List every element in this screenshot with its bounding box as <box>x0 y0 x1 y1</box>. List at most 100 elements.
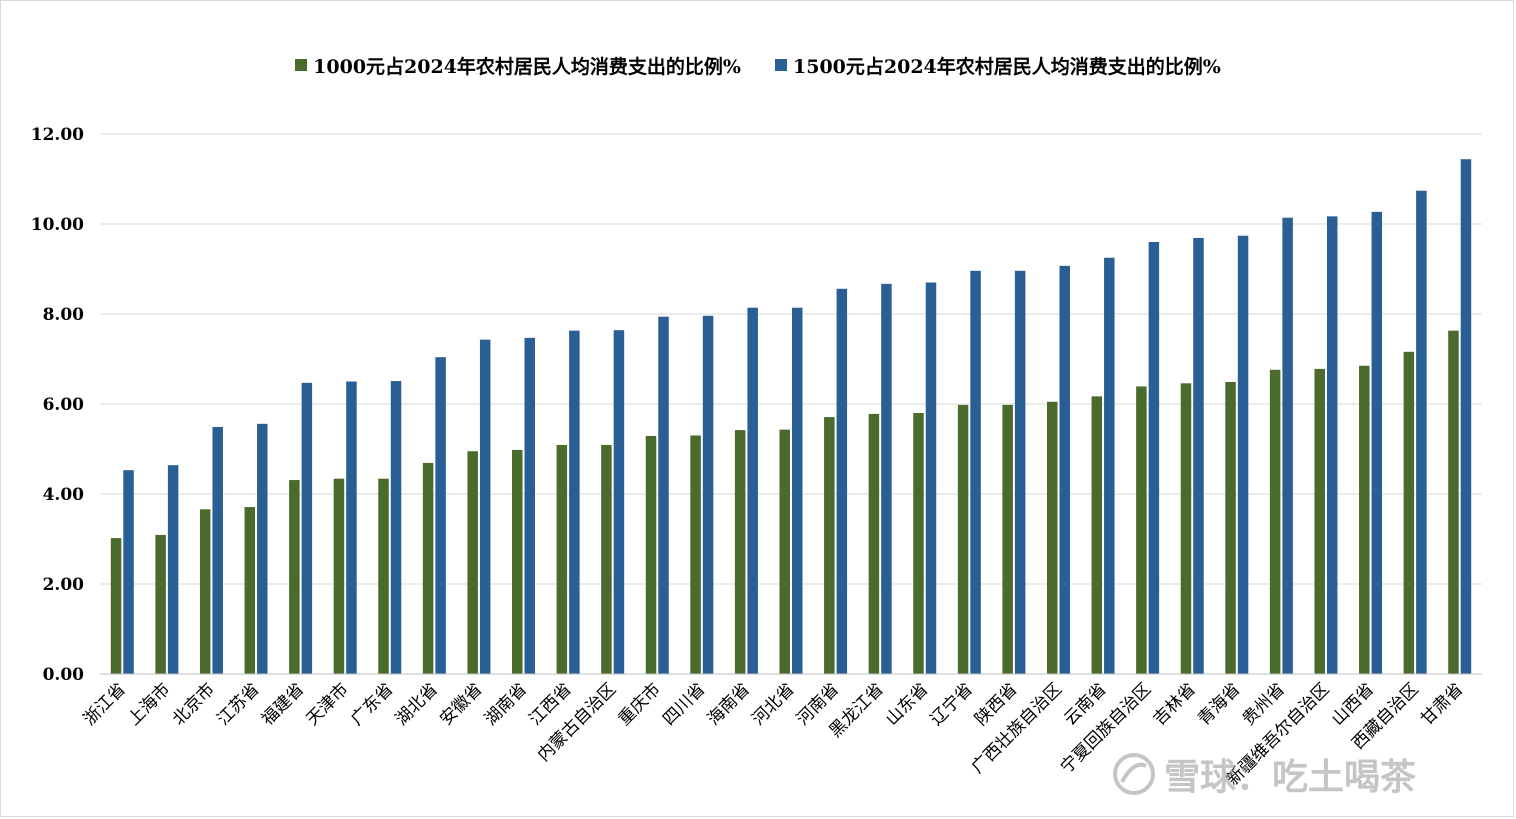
bars <box>110 159 1472 674</box>
bar-series-2 <box>881 283 892 674</box>
x-tick-label: 浙江省 <box>80 679 130 729</box>
x-tick-label: 辽宁省 <box>927 679 977 729</box>
legend: 1000元占2024年农村居民人均消费支出的比例% 1500元占2024年农村居… <box>0 50 1516 80</box>
y-tick-label: 4.00 <box>43 485 85 505</box>
bar-series-1 <box>1448 330 1459 674</box>
x-tick-label: 安徽省 <box>436 679 486 729</box>
y-axis: 0.00 2.00 4.00 6.00 8.00 10.00 12.00 <box>31 125 84 685</box>
x-tick-label: 甘肃省 <box>1417 679 1467 729</box>
snowball-logo-icon <box>1113 753 1155 795</box>
bar-series-2 <box>925 282 937 674</box>
x-tick-label: 青海省 <box>1194 679 1244 729</box>
bar-series-1 <box>1359 365 1370 674</box>
bar-series-1 <box>1002 404 1013 674</box>
y-tick-label: 0.00 <box>43 665 85 685</box>
bar-series-2 <box>435 357 446 674</box>
bar-series-1 <box>422 462 434 674</box>
x-tick-label: 湖北省 <box>392 679 442 729</box>
bar-series-1 <box>378 478 389 674</box>
bar-series-1 <box>913 413 924 674</box>
y-tick-label: 12.00 <box>31 125 84 145</box>
gridlines <box>100 133 1482 585</box>
x-tick-label: 湖南省 <box>481 679 531 729</box>
bar-series-1 <box>244 507 256 674</box>
bar-series-2 <box>1014 270 1026 674</box>
bar-series-2 <box>524 337 536 674</box>
bar-series-1 <box>1136 386 1147 674</box>
bar-series-1 <box>734 430 746 674</box>
x-tick-label: 四川省 <box>659 679 709 729</box>
bar-series-1 <box>512 449 523 674</box>
bar-series-1 <box>779 429 790 674</box>
bar-series-1 <box>289 480 300 674</box>
bar-series-1 <box>1225 381 1236 674</box>
bar-series-2 <box>167 465 179 674</box>
bar-series-1 <box>199 509 211 674</box>
x-tick-label: 天津市 <box>303 679 353 729</box>
bar-series-1 <box>155 534 166 674</box>
bar-series-2 <box>702 315 714 674</box>
bar-series-1 <box>1269 369 1281 674</box>
bar-series-2 <box>569 330 580 674</box>
bar-series-2 <box>1059 265 1070 674</box>
bar-series-1 <box>824 417 835 674</box>
bar-series-2 <box>123 470 134 674</box>
bar-series-2 <box>1237 235 1249 674</box>
x-tick-label: 海南省 <box>704 679 754 729</box>
x-tick-label: 上海市 <box>124 679 174 729</box>
x-tick-label: 河北省 <box>748 679 798 729</box>
bar-series-1 <box>601 444 612 674</box>
x-tick-label: 北京市 <box>169 679 219 729</box>
watermark: 雪球：吃土喝茶 <box>1112 748 1416 800</box>
legend-label-series-1: 1000元占2024年农村居民人均消费支出的比例% <box>313 55 741 78</box>
bar-series-2 <box>1193 237 1204 674</box>
bar-series-2 <box>1371 211 1383 674</box>
bar-series-2 <box>212 426 223 674</box>
watermark-text: 雪球：吃土喝茶 <box>1164 757 1417 798</box>
bar-series-2 <box>390 381 402 674</box>
x-tick-label: 山东省 <box>882 679 932 729</box>
bar-series-2 <box>1104 257 1115 674</box>
y-tick-label: 10.00 <box>31 215 84 235</box>
bar-series-2 <box>1460 159 1472 674</box>
x-tick-label: 吉林省 <box>1150 679 1200 729</box>
bar-series-2 <box>792 307 803 674</box>
bar-series-2 <box>479 339 491 674</box>
bar-series-1 <box>1091 396 1103 674</box>
bar-series-2 <box>301 382 313 674</box>
bar-series-2 <box>970 270 981 674</box>
bar-series-1 <box>1314 368 1325 674</box>
bar-series-2 <box>346 381 357 674</box>
bar-series-2 <box>1148 242 1160 674</box>
bar-series-1 <box>957 404 969 674</box>
bar-series-1 <box>645 435 657 674</box>
bar-series-2 <box>836 288 848 674</box>
x-tick-label: 内蒙古自治区 <box>534 679 620 765</box>
bar-series-2 <box>257 423 268 674</box>
x-tick-label: 江苏省 <box>213 679 263 729</box>
legend-swatch-series-1 <box>295 59 308 71</box>
bar-series-2 <box>747 307 758 674</box>
bar-series-1 <box>467 451 478 674</box>
y-tick-label: 8.00 <box>43 305 85 325</box>
bar-series-1 <box>868 413 880 674</box>
y-tick-label: 2.00 <box>43 575 85 595</box>
bar-series-1 <box>333 478 345 674</box>
bar-series-1 <box>1403 351 1415 674</box>
bar-series-2 <box>1326 216 1338 674</box>
bar-series-1 <box>1180 383 1192 674</box>
x-tick-label: 福建省 <box>258 679 308 729</box>
legend-label-series-2: 1500元占2024年农村居民人均消费支出的比例% <box>793 55 1221 78</box>
bar-series-1 <box>690 435 701 674</box>
bar-series-1 <box>110 538 122 674</box>
legend-item-series-1: 1000元占2024年农村居民人均消费支出的比例% <box>295 52 741 79</box>
legend-item-series-2: 1500元占2024年农村居民人均消费支出的比例% <box>775 52 1221 79</box>
legend-swatch-series-2 <box>775 59 787 71</box>
x-tick-label: 广东省 <box>347 679 397 729</box>
bar-series-2 <box>658 316 669 674</box>
bar-series-2 <box>1282 217 1293 674</box>
bar-series-2 <box>1416 190 1427 674</box>
x-tick-label: 重庆市 <box>615 679 665 729</box>
bar-series-2 <box>613 330 625 674</box>
